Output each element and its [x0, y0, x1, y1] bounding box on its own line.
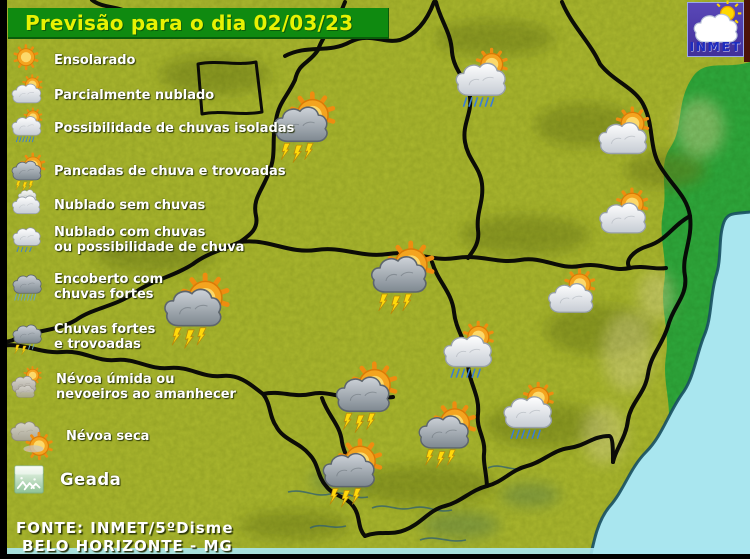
- cloud-heavy-rain-icon: [12, 274, 42, 301]
- cloud-icon: [9, 189, 43, 223]
- cloud-sun-rain-icon: [11, 107, 43, 143]
- coastline: [588, 210, 750, 559]
- legend-item-pancadas-chuva-trovoadas: Pancadas de chuva e trovoadas: [9, 152, 286, 192]
- cloud-rain-icon: [9, 224, 43, 258]
- legend-label: Geada: [60, 469, 122, 489]
- ocean: [590, 212, 750, 559]
- bottom-sea-strip: [0, 548, 750, 554]
- frame-bottom: [0, 554, 750, 559]
- legend-label: Encoberto com chuvas fortes: [54, 272, 164, 302]
- forecast-title: Previsão para o dia 02/03/23: [25, 10, 354, 35]
- frost-icon: [14, 465, 44, 494]
- frost-icon: [9, 463, 49, 497]
- legend-item-encoberto-chuvas-fortes: Encoberto com chuvas fortes: [9, 271, 163, 305]
- legend-label: Nublado sem chuvas: [54, 197, 206, 213]
- cloud-heavy-rain-icon: [9, 271, 43, 305]
- frame-left: [0, 0, 7, 559]
- fog-sun-icon: [9, 420, 55, 461]
- legend-label: Névoa úmida ou nevoeiros ao amanhecer: [56, 372, 236, 402]
- legend-label: Ensolarado: [54, 52, 136, 68]
- legend-item-nublado-sem-chuvas: Nublado sem chuvas: [9, 189, 205, 223]
- cloud-icon: [12, 189, 41, 215]
- cloud-sun-icon: [9, 74, 43, 113]
- legend-item-chuvas-fortes-trovoadas: Chuvas fortes e trovoadas: [9, 321, 155, 355]
- legend-label: Chuvas fortes e trovoadas: [54, 322, 156, 352]
- cloud-storm-icon: [9, 321, 43, 355]
- legend-label: Névoa seca: [66, 428, 150, 444]
- legend-item-nevoa-seca: Névoa seca: [9, 420, 150, 461]
- sun-fog-icon: [9, 365, 45, 405]
- legend-label: Possibilidade de chuvas isoladas: [54, 120, 295, 136]
- inmet-logo-art: [693, 0, 742, 43]
- legend: Ensolarado Parcialmente nublado Possibilid…: [0, 0, 320, 559]
- sun-fog-icon: [11, 365, 42, 398]
- inmet-logo-text: INMET: [689, 39, 742, 54]
- logo-edge-strip: [744, 0, 750, 62]
- cloud-rain-icon: [12, 227, 41, 252]
- cloud-sun-rain-icon: [9, 107, 43, 146]
- state-borders: [0, 0, 693, 538]
- sun-icon: [9, 44, 43, 78]
- cloud-storm-icon: [12, 324, 42, 355]
- legend-item-nevoa-umida: Névoa úmida ou nevoeiros ao amanhecer: [9, 365, 236, 405]
- legend-item-nublado-com-chuvas: Nublado com chuvas ou possibilidade de c…: [9, 224, 244, 258]
- legend-item-possibilidade-chuvas-isoladas: Possibilidade de chuvas isoladas: [9, 107, 295, 146]
- footer-source: FONTE: INMET/5ºDisme: [16, 519, 234, 537]
- cloud-sun-icon: [11, 74, 43, 104]
- legend-item-parcialmente-nublado: Parcialmente nublado: [9, 74, 215, 113]
- sun-icon: [13, 44, 39, 71]
- legend-label: Pancadas de chuva e trovoadas: [54, 163, 286, 179]
- footer-location: BELO HORIZONTE - MG: [22, 537, 233, 555]
- cloud-icon: [693, 13, 738, 43]
- legend-label: Parcialmente nublado: [54, 87, 215, 103]
- inmet-logo: INMET: [687, 0, 744, 57]
- cloud-sun-storm-icon: [9, 152, 46, 192]
- forecast-title-bar: Previsão para o dia 02/03/23: [8, 8, 389, 39]
- cloud-sun-storm-icon: [11, 152, 46, 192]
- fog-sun-icon: [10, 421, 53, 461]
- legend-item-ensolarado: Ensolarado: [9, 44, 135, 78]
- legend-item-geada: Geada: [9, 463, 121, 497]
- legend-label: Nublado com chuvas ou possibilidade de c…: [54, 225, 245, 255]
